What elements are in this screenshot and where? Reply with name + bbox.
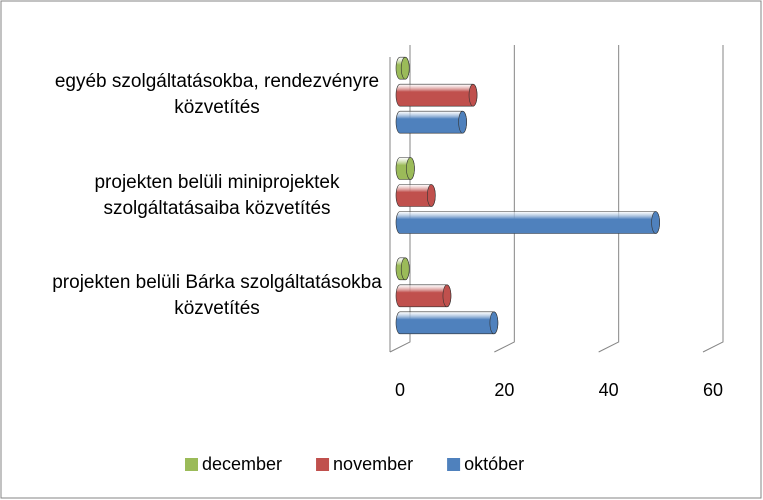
grid-line (389, 45, 411, 353)
legend-swatch (316, 458, 330, 471)
x-tick-label: 0 (395, 380, 405, 400)
bar (395, 56, 410, 80)
bar (395, 83, 478, 107)
legend-label: október (464, 454, 524, 474)
y-tick-label: projekten belüli miniprojektek szolgálta… (94, 171, 340, 219)
grid-line (702, 45, 724, 353)
grid-line (494, 45, 515, 353)
y-tick-label: egyéb szolgáltatásokba, rendezvényre köz… (54, 71, 380, 119)
bar (395, 184, 436, 207)
bar (395, 157, 415, 180)
grid-line (598, 45, 620, 353)
legend-label: november (333, 454, 413, 474)
x-tick-label: 20 (494, 380, 514, 400)
bar (395, 211, 660, 234)
legend-swatch (185, 458, 198, 471)
legend-label: december (202, 454, 282, 474)
y-tick-label: projekten belüli Bárka szolgáltatásokba … (52, 271, 382, 319)
bar (395, 284, 452, 308)
legend-swatch (447, 458, 461, 471)
bar (395, 110, 467, 134)
bar (395, 257, 410, 281)
x-tick-label: 60 (703, 380, 723, 400)
x-tick-label: 40 (599, 380, 619, 400)
bar (395, 311, 499, 335)
